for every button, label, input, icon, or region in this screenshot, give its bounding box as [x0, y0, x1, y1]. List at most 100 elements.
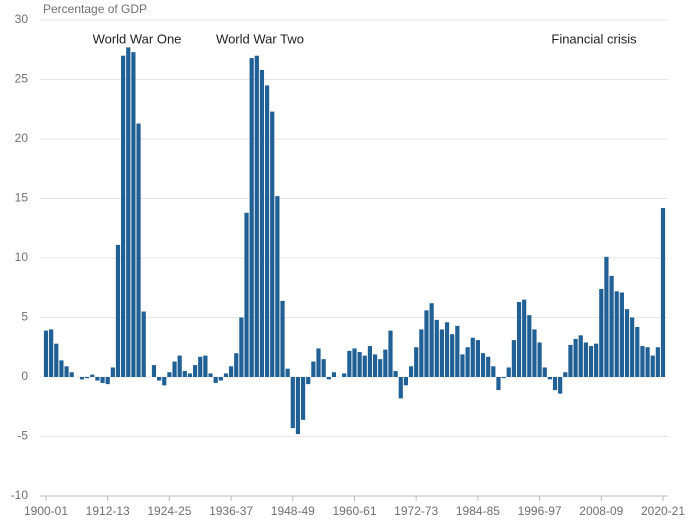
bar	[398, 377, 403, 399]
y-tick-label: 20	[15, 131, 29, 145]
bar	[393, 371, 398, 377]
bar	[588, 346, 594, 377]
bar	[234, 353, 239, 377]
bar	[650, 355, 655, 377]
bar	[475, 340, 480, 377]
bar	[43, 330, 49, 377]
bar	[558, 377, 563, 394]
bar	[563, 372, 568, 377]
bar	[450, 334, 455, 377]
bar	[85, 377, 90, 379]
bar	[362, 355, 367, 377]
bar	[306, 377, 311, 385]
bar	[264, 85, 270, 377]
bar	[609, 275, 614, 377]
bar	[126, 47, 131, 378]
bar	[100, 377, 105, 383]
y-tick-label: -10	[11, 488, 29, 502]
bar	[187, 373, 193, 377]
bar	[223, 373, 229, 377]
bar	[270, 111, 275, 377]
bar	[619, 292, 624, 377]
bar	[480, 353, 486, 377]
bar	[635, 327, 640, 377]
bar	[280, 300, 285, 377]
bar	[403, 377, 409, 386]
bar	[501, 377, 506, 379]
bar	[59, 360, 64, 377]
y-axis-title: Percentage of GDP	[43, 2, 147, 16]
bar	[408, 366, 414, 377]
bar	[640, 346, 645, 377]
bar	[121, 55, 126, 377]
bar	[193, 365, 198, 377]
x-tick-label: 1900-01	[24, 504, 68, 518]
bar	[537, 342, 542, 377]
bar	[388, 330, 393, 377]
bar	[115, 244, 121, 377]
bar	[203, 355, 208, 377]
x-tick-label: 1984-85	[456, 504, 500, 518]
bar	[486, 356, 491, 377]
x-tick-label: 2020-21	[641, 504, 685, 518]
bar	[645, 347, 650, 377]
bar	[239, 317, 244, 377]
bar	[136, 123, 141, 377]
bar	[172, 361, 177, 377]
bar	[290, 377, 295, 429]
bar	[90, 374, 95, 377]
x-tick-label: 1936-37	[209, 504, 253, 518]
annotation: Financial crisis	[551, 31, 637, 46]
bar	[79, 377, 85, 380]
bar	[69, 372, 74, 377]
bar	[311, 361, 316, 377]
bar	[295, 377, 301, 435]
bar	[372, 354, 378, 377]
bar	[110, 367, 115, 377]
bar	[614, 291, 619, 377]
bar	[105, 377, 110, 385]
bar	[95, 377, 100, 381]
bar	[331, 372, 337, 377]
bar	[300, 377, 306, 420]
bar	[49, 329, 54, 377]
bar	[177, 355, 182, 377]
bar	[157, 377, 162, 381]
x-tick-label: 1924-25	[147, 504, 191, 518]
bar	[208, 373, 213, 377]
bar	[573, 338, 578, 377]
annotation: World War One	[93, 31, 182, 46]
bar	[131, 52, 136, 377]
bar	[244, 212, 249, 377]
y-tick-label: 0	[21, 369, 28, 383]
bar	[64, 366, 69, 377]
bar	[496, 377, 501, 391]
bar	[527, 315, 532, 377]
bar	[444, 322, 450, 377]
bar	[583, 342, 588, 377]
bar	[429, 303, 434, 377]
bar	[198, 356, 203, 377]
bar	[285, 368, 290, 377]
bar	[367, 346, 373, 377]
bar	[532, 329, 537, 377]
bar	[460, 354, 465, 377]
x-tick-label: 2008-09	[579, 504, 623, 518]
bar	[604, 256, 609, 377]
bar	[141, 311, 146, 377]
bar	[552, 377, 558, 391]
bar	[414, 347, 419, 377]
bar	[378, 359, 383, 377]
bar	[516, 302, 522, 377]
bar	[254, 55, 259, 377]
bar	[321, 359, 326, 377]
x-tick-label: 1972-73	[394, 504, 438, 518]
bar	[275, 196, 280, 377]
annotation: World War Two	[216, 31, 304, 46]
y-tick-label: 5	[21, 310, 28, 324]
bar	[465, 347, 470, 377]
x-tick-label: 1912-13	[86, 504, 130, 518]
bar	[167, 372, 172, 377]
bar	[455, 325, 460, 377]
